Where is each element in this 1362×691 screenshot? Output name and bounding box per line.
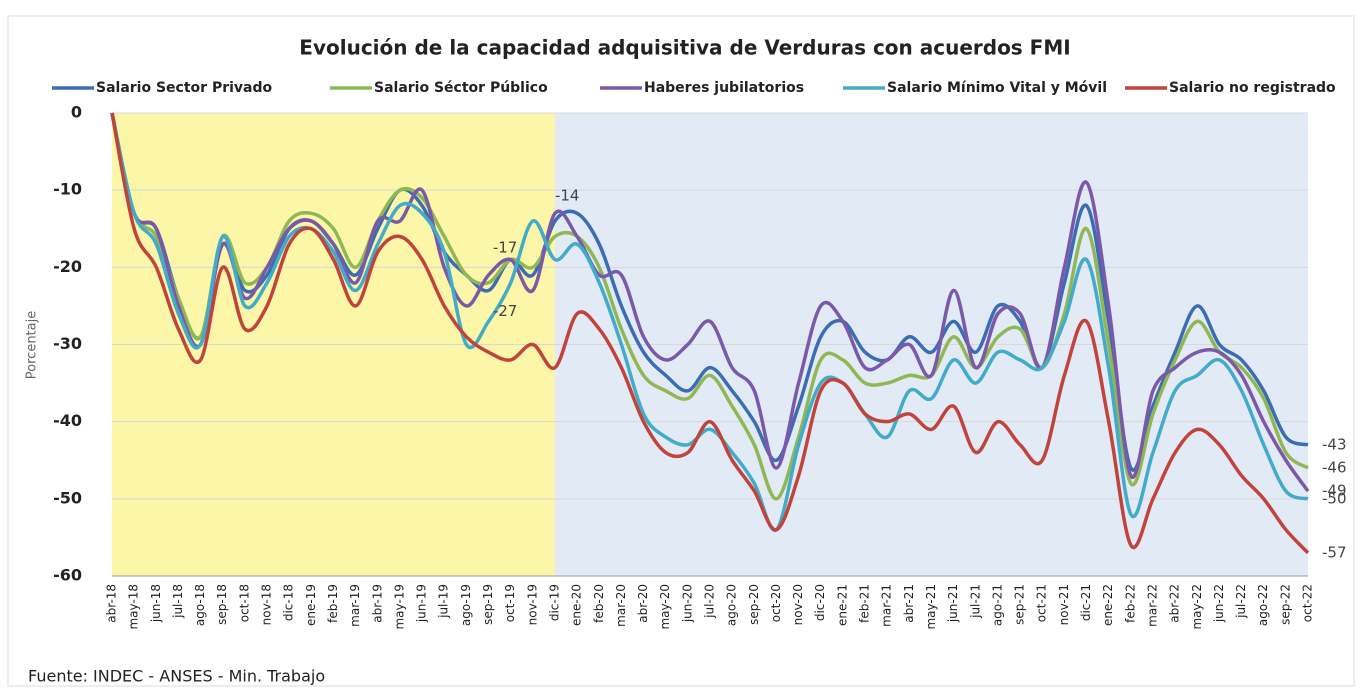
x-tick-label: jul-20: [703, 584, 717, 619]
x-tick-label: dic-20: [813, 584, 827, 621]
data-label: -50: [1322, 489, 1347, 507]
x-tick-label: sep-21: [1013, 584, 1027, 625]
chart: Evolución de la capacidad adquisitiva de…: [0, 0, 1362, 691]
legend-label: Salario Sector Privado: [96, 80, 272, 96]
x-tick-label: sep-20: [747, 584, 761, 625]
x-tick-label: jul-19: [437, 584, 451, 619]
x-tick-label: mar-19: [348, 584, 362, 627]
y-tick-label: -30: [53, 334, 82, 353]
x-tick-label: dic-18: [282, 584, 296, 621]
x-tick-label: ago-18: [193, 584, 207, 626]
x-tick-label: mar-22: [1145, 584, 1159, 627]
x-tick-label: ago-19: [459, 584, 473, 626]
x-tick-label: feb-21: [858, 584, 872, 623]
x-tick-label: oct-21: [1035, 584, 1049, 622]
x-tick-label: abr-20: [636, 584, 650, 623]
y-axis-label: Porcentaje: [25, 311, 40, 379]
x-tick-label: dic-21: [1079, 584, 1093, 621]
x-tick-label: nov-21: [1057, 584, 1071, 625]
legend-label: Salario Séctor Público: [374, 80, 548, 96]
x-tick-label: oct-19: [503, 584, 517, 622]
x-tick-label: may-18: [127, 584, 141, 630]
x-tick-label: abr-19: [370, 584, 384, 623]
x-tick-label: mar-20: [614, 584, 628, 627]
x-tick-label: sep-18: [215, 584, 229, 625]
source: Fuente: INDEC - ANSES - Min. Trabajo: [28, 667, 325, 686]
x-tick-label: nov-19: [525, 584, 539, 625]
x-tick-label: sep-22: [1278, 584, 1292, 625]
x-tick-label: sep-19: [481, 584, 495, 625]
x-tick-label: oct-18: [237, 584, 251, 622]
y-tick-label: -20: [53, 257, 82, 276]
chart-title: Evolución de la capacidad adquisitiva de…: [299, 36, 1070, 60]
x-tick-label: jul-21: [968, 584, 982, 619]
x-tick-label: may-21: [924, 584, 938, 630]
x-tick-label: may-22: [1190, 584, 1204, 630]
x-tick-label: dic-19: [547, 584, 561, 621]
y-tick-label: 0: [71, 103, 82, 122]
data-label: -46: [1322, 458, 1347, 476]
x-tick-label: feb-20: [592, 584, 606, 623]
x-tick-label: oct-20: [769, 584, 783, 622]
data-label: -27: [493, 302, 518, 320]
x-tick-label: feb-22: [1123, 584, 1137, 623]
y-tick-label: -60: [53, 566, 82, 585]
x-tick-label: mar-21: [880, 584, 894, 627]
x-tick-label: nov-18: [260, 584, 274, 625]
x-tick-label: oct-22: [1301, 584, 1315, 622]
x-tick-label: jun-22: [1212, 584, 1226, 623]
x-tick-label: ago-21: [990, 584, 1004, 626]
legend-label: Salario Mínimo Vital y Móvil: [887, 80, 1107, 96]
x-tick-label: ago-20: [725, 584, 739, 626]
x-tick-label: jul-18: [171, 584, 185, 619]
y-tick-label: -10: [53, 180, 82, 199]
y-tick-label: -40: [53, 411, 82, 430]
x-tick-label: jun-20: [680, 584, 694, 623]
x-tick-label: feb-19: [326, 584, 340, 623]
data-label: -43: [1322, 435, 1347, 453]
data-label: -17: [493, 239, 518, 257]
x-tick-label: jun-21: [946, 584, 960, 623]
data-label: -14: [555, 187, 580, 205]
x-tick-label: ene-22: [1101, 584, 1115, 626]
x-tick-label: abr-21: [902, 584, 916, 623]
x-tick-label: ene-20: [570, 584, 584, 626]
x-tick-label: ago-22: [1256, 584, 1270, 626]
data-label: -57: [1322, 543, 1347, 561]
x-tick-label: jun-19: [415, 584, 429, 623]
legend-label: Salario no registrado: [1169, 80, 1336, 96]
legend-label: Haberes jubilatorios: [644, 80, 804, 96]
x-tick-label: ene-19: [304, 584, 318, 626]
x-tick-label: abr-18: [105, 584, 119, 623]
y-tick-label: -50: [53, 488, 82, 507]
x-tick-label: abr-22: [1168, 584, 1182, 623]
x-tick-label: may-20: [658, 584, 672, 630]
x-tick-label: jun-18: [149, 584, 163, 623]
x-tick-label: jul-22: [1234, 584, 1248, 619]
x-tick-label: nov-20: [791, 584, 805, 625]
x-tick-label: ene-21: [835, 584, 849, 626]
x-tick-label: may-19: [392, 584, 406, 630]
